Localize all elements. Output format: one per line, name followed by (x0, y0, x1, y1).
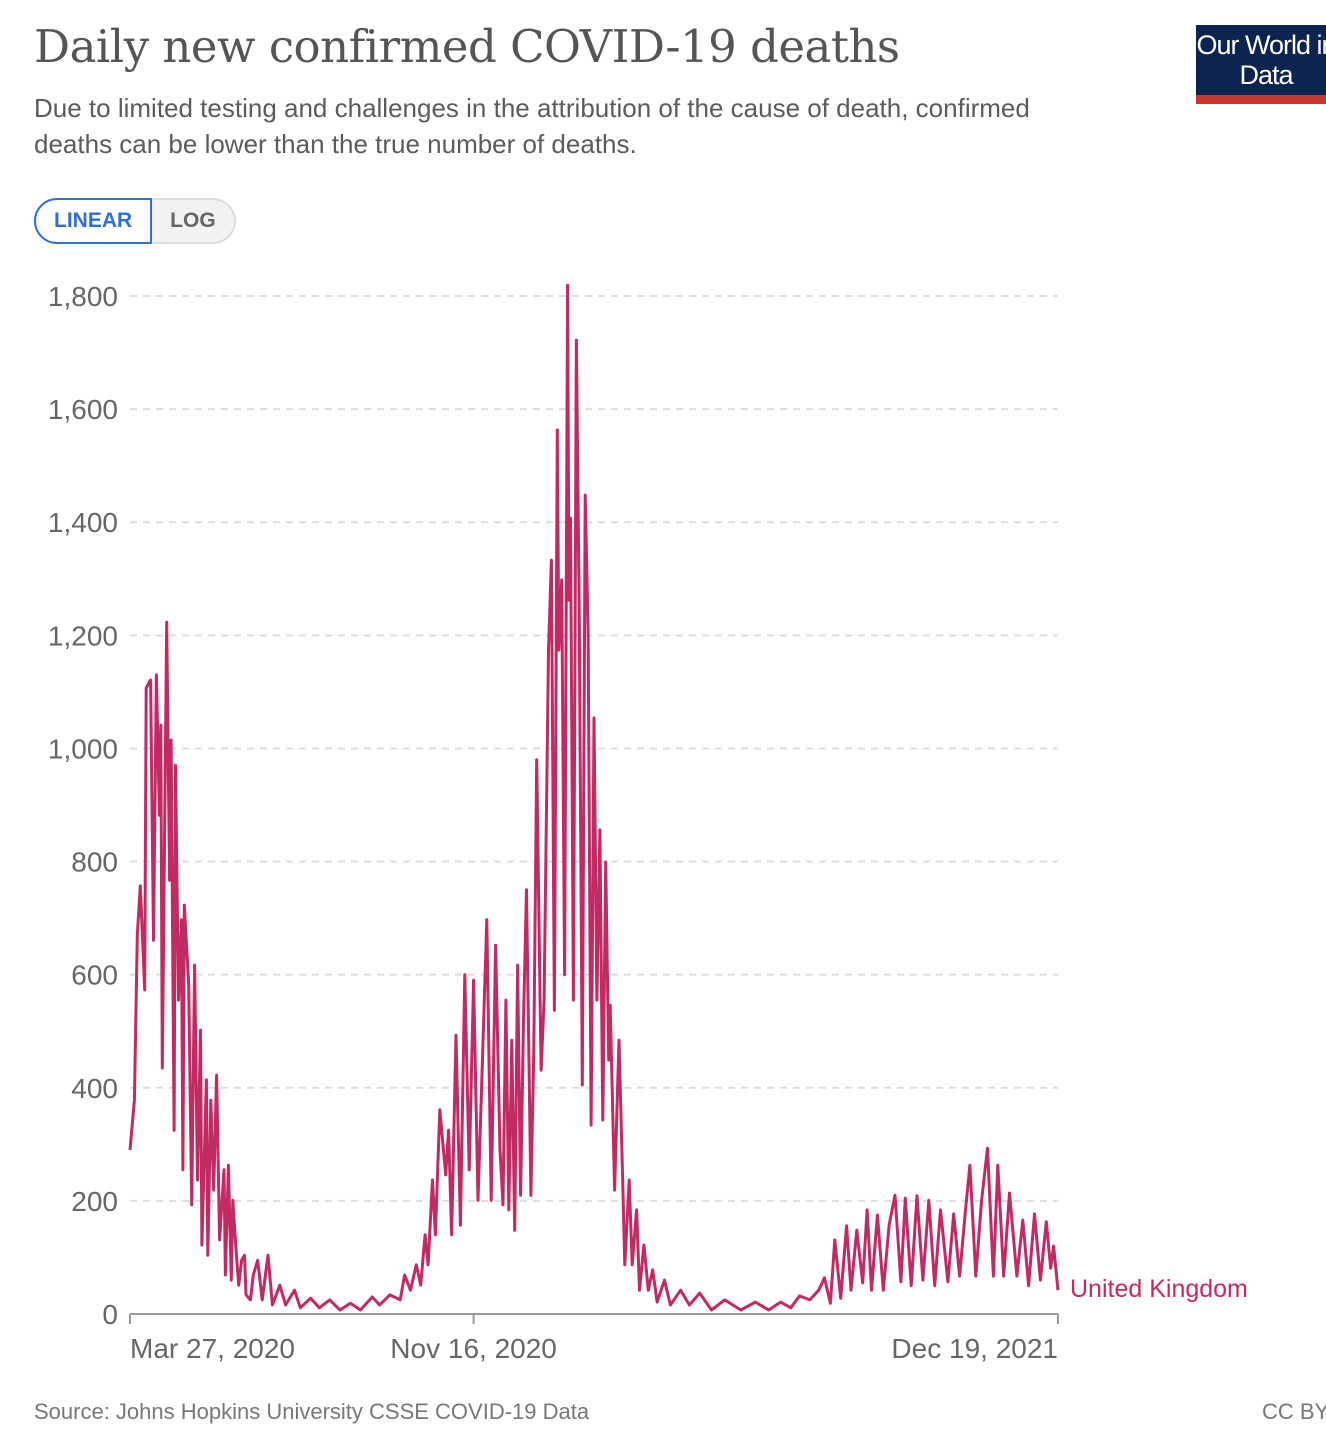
x-tick-label: Nov 16, 2020 (390, 1333, 557, 1364)
chart-subtitle: Due to limited testing and challenges in… (34, 93, 1030, 159)
logo-bar (1196, 95, 1326, 104)
owid-logo[interactable]: Our World in Data (1196, 25, 1326, 104)
y-tick-label: 1,400 (48, 507, 118, 538)
y-tick-label: 600 (71, 960, 118, 991)
chart-title: Daily new confirmed COVID-19 deaths (34, 20, 900, 73)
y-tick-label: 1,200 (48, 620, 118, 651)
license-link[interactable]: CC BY (1262, 1399, 1326, 1424)
y-tick-label: 1,600 (48, 394, 118, 425)
series-line-united-kingdom (128, 283, 1060, 1312)
y-tick-label: 400 (71, 1073, 118, 1104)
log-button[interactable]: LOG (152, 198, 236, 244)
x-tick-label: Mar 27, 2020 (130, 1333, 295, 1364)
scale-toggle: LINEAR LOG (34, 198, 236, 244)
y-tick-label: 200 (71, 1186, 118, 1217)
y-tick-label: 0 (102, 1299, 118, 1330)
y-tick-label: 800 (71, 847, 118, 878)
logo-text: Our World in Data (1196, 30, 1326, 90)
source-note[interactable]: Source: Johns Hopkins University CSSE CO… (34, 1399, 590, 1424)
y-tick-label: 1,000 (48, 733, 118, 764)
linear-button[interactable]: LINEAR (34, 198, 153, 244)
x-tick-label: Dec 19, 2021 (891, 1333, 1058, 1364)
series-label: United Kingdom (1070, 1275, 1248, 1303)
y-tick-label: 1,800 (48, 281, 118, 312)
